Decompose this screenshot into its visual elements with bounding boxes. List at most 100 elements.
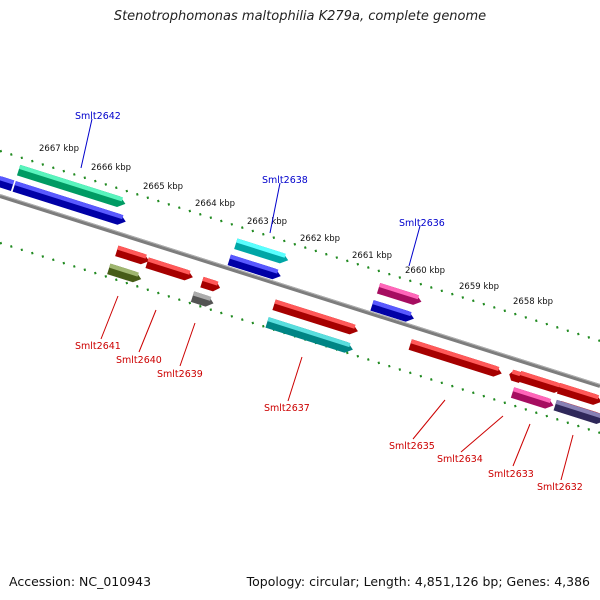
gene-smlt2639	[190, 291, 214, 307]
gene-smlt2641	[107, 263, 142, 283]
tick-mark	[587, 335, 591, 339]
tick-mark	[482, 302, 486, 306]
tick-mark	[566, 329, 570, 333]
tick-mark	[503, 401, 507, 405]
kbp-label: 2658 kbp	[513, 297, 553, 307]
gene-smlt2636	[376, 282, 422, 305]
tick-mark	[83, 176, 87, 180]
tick-mark	[157, 199, 160, 203]
tick-mark	[104, 183, 108, 186]
kbp-labels: 2667 kbp 2666 kbp 2665 kbp 2664 kbp 2663 kbp…	[39, 144, 553, 307]
tick-mark	[430, 286, 433, 289]
gene-label: Smlt2633	[488, 469, 534, 480]
kbp-label: 2664 kbp	[195, 199, 235, 209]
gene-smlt2637	[265, 317, 353, 353]
gene-bottom-red-g	[517, 370, 563, 393]
tick-mark	[524, 316, 528, 319]
tick-mark	[178, 298, 181, 302]
tick-mark	[41, 255, 45, 258]
gene-smlt2635	[556, 382, 600, 405]
tick-mark	[409, 279, 412, 283]
tick-mark	[31, 251, 34, 255]
tick-mark	[524, 408, 528, 411]
tick-mark	[398, 368, 402, 371]
gene-smlt2642	[16, 164, 126, 208]
tick-mark	[293, 242, 297, 246]
tick-mark	[367, 358, 370, 361]
tick-mark	[31, 159, 34, 163]
gene-top-blue-d	[370, 300, 414, 322]
callout-line	[460, 415, 504, 453]
tick-mark	[83, 268, 87, 272]
kbp-label: 2667 kbp	[39, 144, 79, 154]
tick-mark	[419, 374, 423, 378]
tick-mark	[482, 394, 486, 398]
tick-mark	[514, 404, 517, 408]
tick-mark	[377, 269, 381, 273]
callout-line	[80, 118, 93, 169]
tick-mark	[52, 258, 55, 262]
tick-mark	[0, 149, 3, 153]
tick-mark	[419, 282, 423, 286]
tick-mark	[377, 361, 381, 365]
tick-mark	[514, 312, 517, 316]
tick-mark	[461, 388, 465, 391]
kbp-label: 2665 kbp	[143, 182, 183, 192]
gene-label: Smlt2632	[537, 482, 583, 493]
tick-mark	[430, 378, 433, 381]
tick-mark	[220, 311, 223, 315]
tick-mark	[335, 256, 339, 259]
tick-marks	[0, 149, 600, 435]
tick-mark	[146, 288, 150, 292]
tick-mark	[125, 189, 129, 193]
tick-mark	[535, 411, 538, 415]
tick-mark	[62, 261, 66, 265]
tick-mark	[577, 332, 580, 336]
tick-mark	[272, 236, 276, 239]
tick-mark	[409, 371, 412, 375]
kbp-label: 2661 kbp	[352, 251, 392, 261]
tick-mark	[20, 248, 24, 252]
map-title: Stenotrophomonas maltophilia K279a, comp…	[113, 9, 487, 24]
gene-label: Smlt2637	[264, 403, 310, 414]
tick-mark	[94, 271, 97, 275]
tick-mark	[346, 259, 349, 263]
tick-mark	[262, 232, 265, 236]
topology-text: Topology: circular; Length: 4,851,126 bp…	[246, 574, 590, 589]
tick-mark	[41, 163, 45, 166]
tick-mark	[325, 252, 328, 256]
tick-mark	[178, 206, 181, 210]
tick-mark	[136, 193, 139, 196]
gene-label: Smlt2640	[116, 355, 162, 366]
tick-mark	[209, 216, 213, 220]
callout-line	[138, 309, 157, 353]
gene-bottom-red-d	[272, 299, 358, 335]
accession-text: Accession: NC_010943	[9, 574, 152, 589]
tick-mark	[188, 209, 192, 213]
tick-mark	[104, 275, 108, 278]
gene-smlt2634	[510, 387, 554, 409]
tick-mark	[241, 226, 244, 229]
kbp-label: 2663 kbp	[247, 217, 287, 227]
tick-mark	[440, 381, 444, 385]
kbp-label: 2662 kbp	[300, 234, 340, 244]
tick-mark	[346, 351, 349, 355]
gene-top-blue-c	[227, 254, 281, 280]
tick-mark	[451, 292, 454, 296]
kbp-label: 2659 kbp	[459, 282, 499, 292]
kbp-label: 2660 kbp	[405, 266, 445, 276]
tick-mark	[251, 321, 255, 325]
tick-mark	[0, 241, 3, 245]
gene-label: Smlt2638	[262, 175, 308, 186]
callout-line	[287, 356, 303, 402]
callout-line	[408, 225, 421, 267]
gene-smlt2638	[234, 238, 289, 264]
tick-mark	[230, 314, 234, 318]
tick-mark	[388, 364, 391, 368]
tick-mark	[241, 318, 244, 321]
gene-bottom-red-c	[200, 276, 221, 292]
tick-mark	[20, 156, 24, 160]
tick-mark	[566, 421, 570, 425]
tick-mark	[356, 262, 360, 266]
gene-smlt2632	[553, 399, 600, 424]
